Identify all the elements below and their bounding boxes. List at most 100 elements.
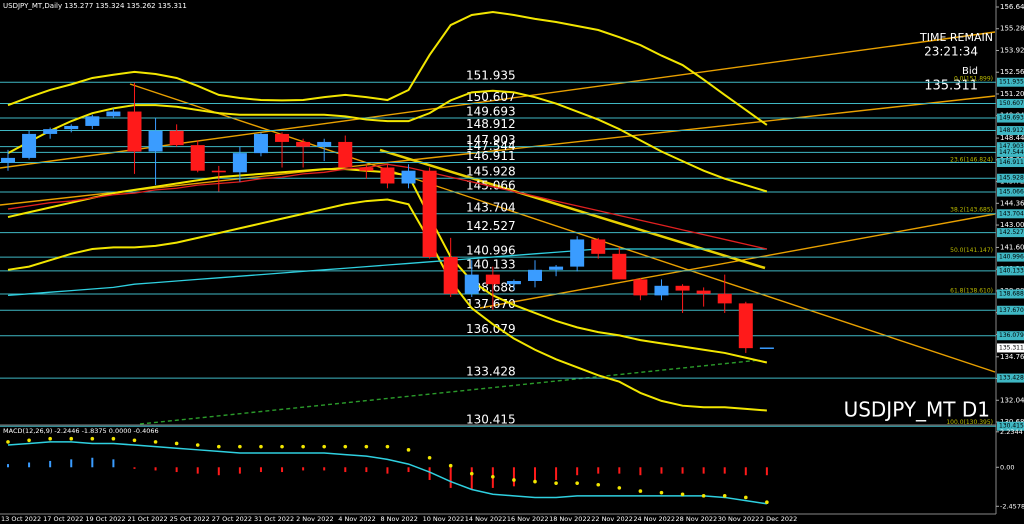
candle-body <box>612 253 627 280</box>
y-tick-label: 2.2344 <box>1000 428 1023 436</box>
macd-bar <box>723 467 726 474</box>
level-tag <box>997 187 1024 197</box>
macd-bar <box>259 467 262 473</box>
macd-dot <box>596 482 601 487</box>
level-tag <box>997 142 1024 152</box>
macd-dot <box>744 495 748 500</box>
level-tag-label: 136.079 <box>999 332 1024 339</box>
candle-body <box>506 281 521 285</box>
macd-bar <box>91 457 94 468</box>
macd-bar <box>112 459 115 468</box>
macd-bar <box>765 467 768 476</box>
level-tag <box>997 289 1024 299</box>
indicator-line <box>7 10 768 126</box>
level-label: 130.415 <box>466 413 516 427</box>
macd-bar <box>555 467 558 480</box>
level-tag-label: 148.912 <box>999 127 1024 134</box>
level-tag <box>997 305 1024 315</box>
macd-dot <box>195 443 200 447</box>
macd-title: MACD(12,26,9) -2.2446 -1.8375 0.0000 -0.… <box>3 427 159 435</box>
level-tag <box>997 252 1024 262</box>
y-tick-label: 144.360 <box>1000 199 1024 207</box>
macd-dot <box>6 440 10 444</box>
candle-body <box>64 125 79 130</box>
candle-body <box>169 130 184 146</box>
candle-body <box>1 157 15 163</box>
candle-body <box>696 290 711 294</box>
level-tag <box>997 421 1024 431</box>
macd-dot <box>575 481 579 485</box>
macd-dot <box>238 444 242 449</box>
candle-body <box>253 133 268 154</box>
macd-bar <box>133 467 136 469</box>
candle-body <box>528 269 542 282</box>
level-tag-label: 150.607 <box>999 100 1024 107</box>
level-tag <box>997 113 1024 123</box>
x-tick-label: 27 Oct 2022 <box>212 515 252 523</box>
level-tag-label: 140.133 <box>999 267 1024 274</box>
level-tag-label: 151.935 <box>999 79 1024 86</box>
macd-dot <box>448 463 453 468</box>
macd-bar <box>175 467 178 473</box>
macd-bar <box>576 467 579 476</box>
candle-body <box>359 167 374 171</box>
indicator-line <box>7 198 767 412</box>
macd-bar <box>449 467 452 488</box>
macd-dot <box>90 436 95 441</box>
macd-dot <box>132 438 137 443</box>
macd-dot <box>638 489 643 493</box>
macd-dot <box>259 444 263 449</box>
macd-bar <box>7 464 9 468</box>
macd-bar <box>512 467 515 487</box>
candle-body <box>570 239 585 267</box>
level-tag-label: 146.911 <box>999 159 1024 166</box>
level-tag <box>997 373 1024 383</box>
y-tick-label: 143.000 <box>1000 221 1024 229</box>
candle-body <box>106 111 121 117</box>
macd-bar <box>470 467 473 490</box>
macd-bar <box>28 462 31 468</box>
y-tick-label: 151.200 <box>1000 90 1024 98</box>
level-tag-label: 142.527 <box>999 229 1024 236</box>
macd-bar <box>597 467 600 474</box>
macd-bar <box>196 467 199 474</box>
macd-dot <box>27 438 31 443</box>
fib-label: 61.8(138.610) <box>950 288 993 295</box>
candle-body <box>549 266 564 270</box>
candle-body <box>317 141 332 147</box>
candle-body <box>485 274 500 285</box>
macd-dot <box>427 455 432 460</box>
level-tag-label: 138.688 <box>999 290 1024 297</box>
level-label: 136.079 <box>466 322 516 336</box>
level-label: 133.428 <box>466 365 516 379</box>
fib-label: 50.0(141.147) <box>950 247 993 254</box>
candle-body <box>148 130 163 152</box>
level-tag-label: 145.066 <box>999 189 1024 196</box>
macd-dot <box>174 441 179 446</box>
macd-bar <box>534 467 536 484</box>
macd-bar <box>365 467 368 473</box>
candle-body <box>296 141 311 147</box>
x-tick-label: 17 Oct 2022 <box>43 515 83 523</box>
candle-body <box>211 170 226 173</box>
y-tick-label: 141.600 <box>1000 243 1024 251</box>
x-tick-label: 14 Nov 2022 <box>465 515 507 523</box>
level-tag-label: 143.704 <box>999 210 1024 217</box>
x-tick-label: 2 Dec 2022 <box>760 515 797 523</box>
level-label: 151.935 <box>466 69 516 83</box>
macd-dot <box>722 494 727 498</box>
level-tag <box>997 77 1024 87</box>
level-tag-label: 140.996 <box>999 254 1024 261</box>
x-tick-label: 28 Nov 2022 <box>676 515 718 523</box>
bid-label: Bid <box>962 66 978 77</box>
level-tag <box>997 98 1024 108</box>
macd-bar <box>744 467 747 476</box>
candle-body <box>85 116 100 126</box>
x-tick-label: 4 Nov 2022 <box>338 515 376 523</box>
macd-bar <box>681 467 684 474</box>
macd-dot <box>406 448 411 452</box>
macd-dot <box>512 478 516 482</box>
level-tag <box>997 331 1024 341</box>
time-remain: 23:21:34 <box>924 45 978 59</box>
